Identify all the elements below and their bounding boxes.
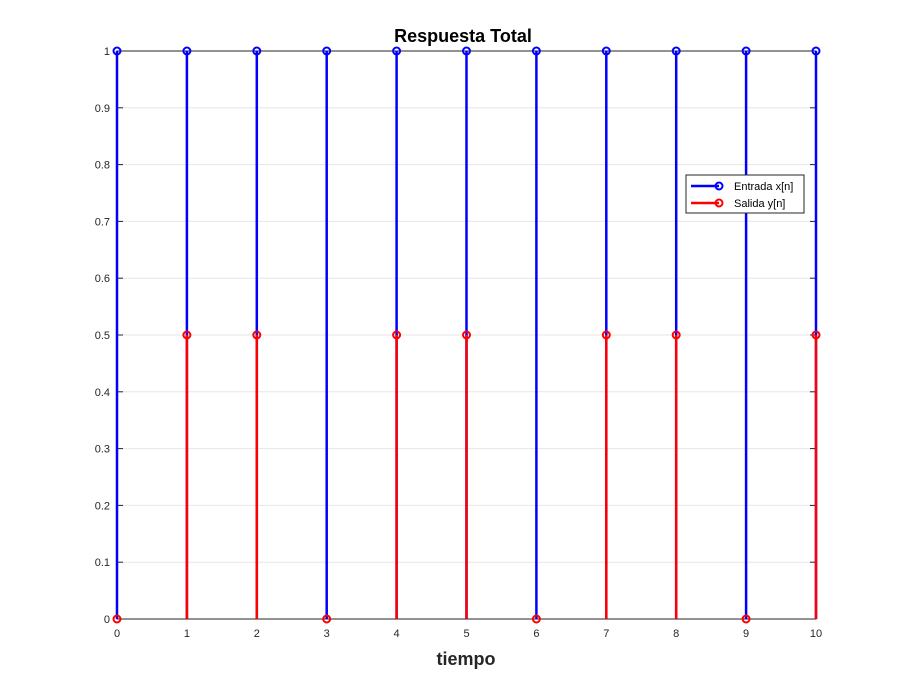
marker-salida — [741, 614, 751, 624]
marker-entrada — [601, 46, 611, 56]
stems — [112, 46, 821, 624]
legend: Entrada x[n] Salida y[n] — [685, 174, 805, 214]
y-tick-label: 0.6 — [95, 273, 110, 285]
marker-salida — [811, 330, 821, 340]
ticks: 0 1 2 3 4 5 6 7 8 9 10 0 0.1 0.2 0.3 0.4 0.5 0.6 0.7 0.8 0.9… — [95, 46, 822, 640]
x-tick-label: 0 — [114, 628, 120, 640]
marker-salida — [252, 330, 262, 340]
y-tick-label: 0 — [104, 614, 110, 626]
y-tick-label: 0.5 — [95, 330, 110, 342]
y-tick-label: 0.8 — [95, 160, 110, 172]
marker-entrada — [811, 46, 821, 56]
x-tick-label: 6 — [533, 628, 539, 640]
legend-label-salida: Salida y[n] — [734, 198, 785, 210]
x-tick-label: 9 — [743, 628, 749, 640]
marker-entrada — [322, 46, 332, 56]
legend-label-entrada: Entrada x[n] — [734, 181, 793, 193]
marker-entrada — [112, 46, 122, 56]
x-tick-label: 8 — [673, 628, 679, 640]
marker-entrada — [531, 46, 541, 56]
x-tick-label: 1 — [184, 628, 190, 640]
y-tick-label: 1 — [104, 46, 110, 58]
marker-entrada — [392, 46, 402, 56]
x-tick-label: 10 — [810, 628, 822, 640]
y-tick-label: 0.4 — [95, 387, 110, 399]
marker-entrada — [462, 46, 471, 56]
marker-salida — [182, 330, 192, 340]
marker-entrada — [182, 46, 192, 56]
chart-title: Respuesta Total — [394, 26, 532, 46]
x-tick-label: 7 — [603, 628, 609, 640]
marker-salida — [671, 330, 681, 340]
y-tick-label: 0.1 — [95, 557, 110, 569]
x-tick-label: 2 — [254, 628, 260, 640]
marker-salida — [462, 330, 471, 340]
x-axis-label: tiempo — [436, 649, 495, 669]
marker-salida — [531, 614, 541, 624]
legend-box — [685, 174, 805, 214]
x-tick-label: 4 — [394, 628, 400, 640]
y-tick-label: 0.7 — [95, 216, 110, 228]
y-tick-label: 0.3 — [95, 444, 110, 456]
x-tick-label: 5 — [463, 628, 469, 640]
marker-salida — [322, 614, 332, 624]
marker-entrada — [671, 46, 681, 56]
y-tick-label: 0.2 — [95, 500, 110, 512]
marker-entrada — [741, 46, 751, 56]
x-tick-label: 3 — [324, 628, 330, 640]
legend-marker-salida — [714, 198, 724, 208]
marker-salida — [392, 330, 402, 340]
marker-salida — [601, 330, 611, 340]
marker-entrada — [252, 46, 262, 56]
legend-marker-entrada — [714, 181, 724, 191]
y-tick-label: 0.9 — [95, 103, 110, 115]
marker-salida — [112, 614, 122, 624]
